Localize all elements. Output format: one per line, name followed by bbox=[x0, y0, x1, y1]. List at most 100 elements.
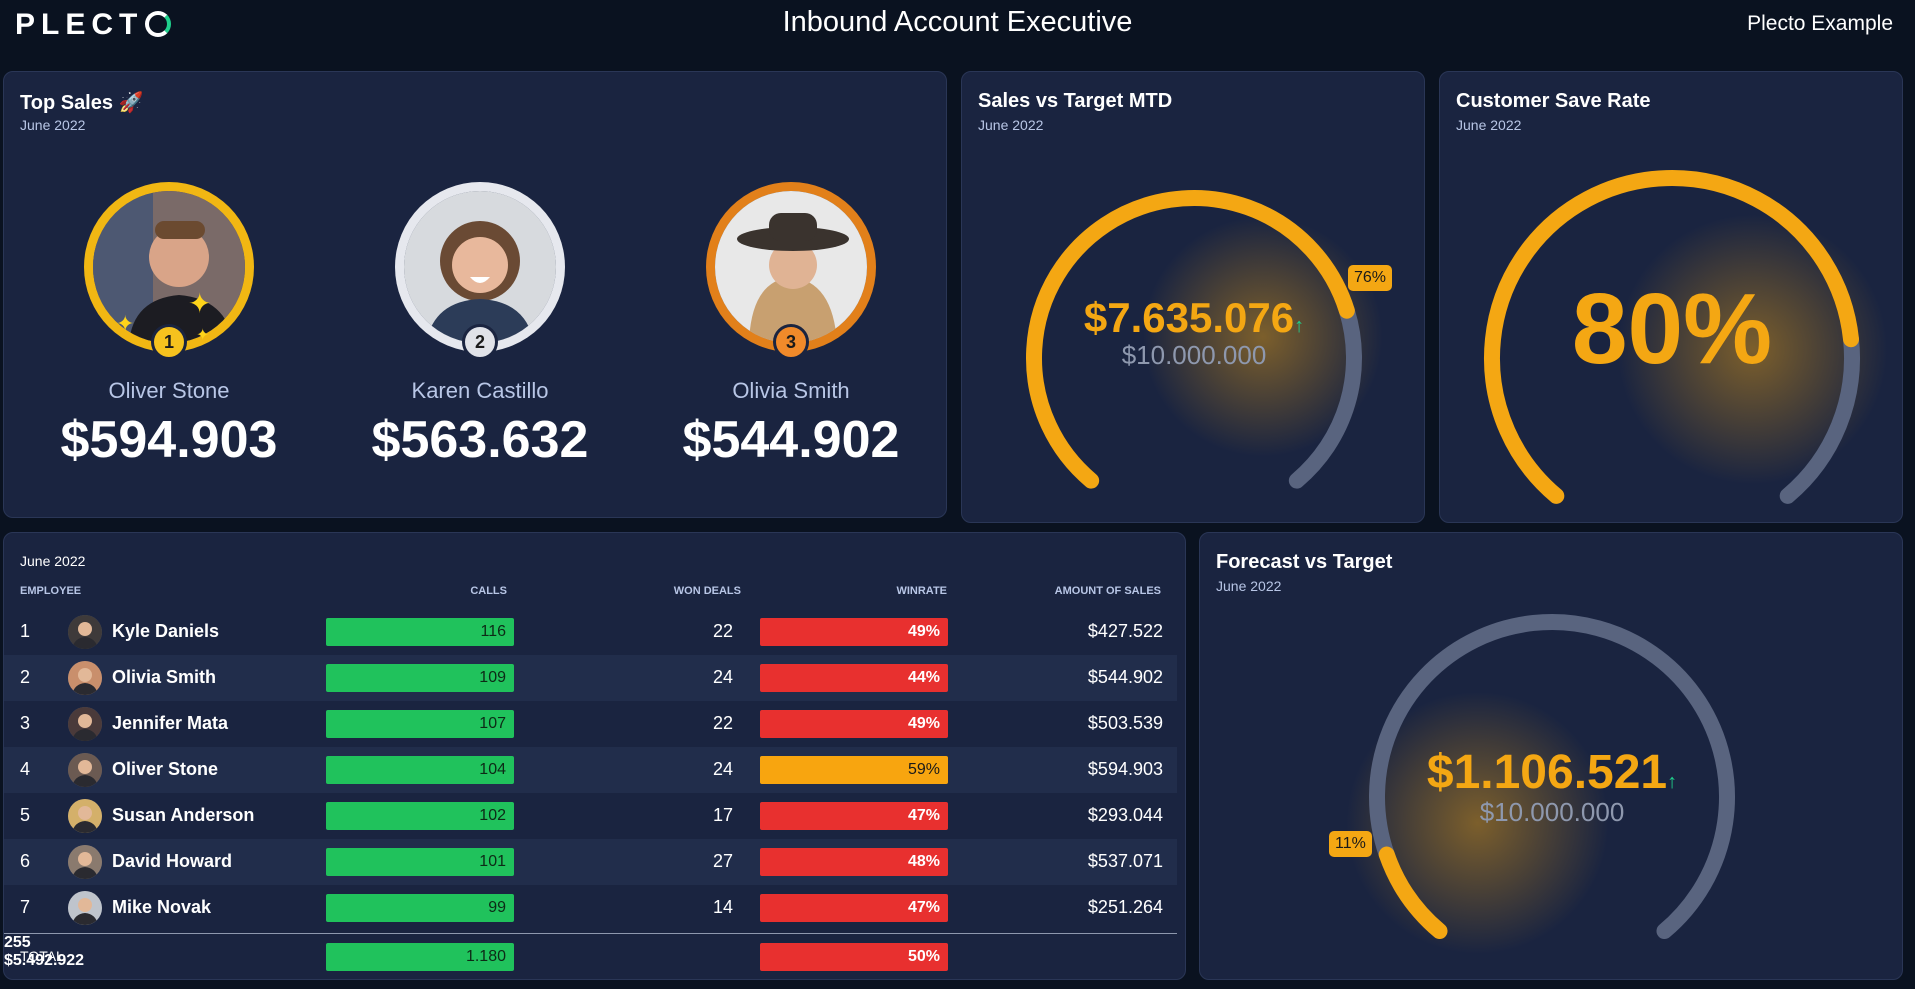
table-row[interactable]: 4 Oliver Stone 104 24 59% $594.903 bbox=[4, 747, 1177, 793]
card-period: June 2022 bbox=[20, 117, 86, 133]
row-rank: 4 bbox=[20, 759, 31, 779]
table-row[interactable]: 6 David Howard 101 27 48% $537.071 bbox=[4, 839, 1177, 885]
row-rank: 2 bbox=[20, 667, 31, 687]
winrate-bar: 48% bbox=[760, 848, 948, 876]
card-title: Forecast vs Target bbox=[1216, 551, 1393, 573]
won-deals-value: 22 bbox=[712, 713, 733, 733]
table-period: June 2022 bbox=[20, 553, 86, 569]
up-arrow-icon: ↑ bbox=[1294, 315, 1305, 337]
card-title: Top Sales 🚀 bbox=[20, 92, 144, 114]
podium-third[interactable]: 3 Olivia Smith $544.902 bbox=[641, 182, 941, 470]
amount-value: $503.539 bbox=[1087, 713, 1163, 733]
logo-o-mark bbox=[145, 11, 172, 37]
gauge-value: $7.635.076↑ bbox=[1083, 294, 1305, 341]
avatar-ring: 2 bbox=[395, 182, 565, 360]
row-rank: 1 bbox=[20, 621, 31, 641]
table-row[interactable]: 5 Susan Anderson 102 17 47% $293.044 bbox=[4, 793, 1177, 839]
podium-name: Olivia Smith bbox=[732, 378, 850, 403]
podium-second[interactable]: 2 Karen Castillo $563.632 bbox=[330, 182, 630, 470]
calls-bar: 109 bbox=[326, 664, 514, 692]
table-row[interactable]: 7 Mike Novak 99 14 47% $251.264 bbox=[4, 885, 1177, 931]
percent-tag: 76% bbox=[1348, 265, 1393, 291]
won-deals-value: 255 bbox=[4, 934, 31, 951]
gauge-progress-arc bbox=[1484, 170, 1860, 504]
calls-bar: 101 bbox=[326, 848, 514, 876]
row-rank: 6 bbox=[20, 851, 31, 871]
table-row[interactable]: 1 Kyle Daniels 116 22 49% $427.522 bbox=[4, 609, 1177, 655]
amount-value: $293.044 bbox=[1087, 805, 1163, 825]
table-total-row: TOTAL 1.180 255 50% $5.492.922 bbox=[4, 933, 1177, 979]
table-row[interactable]: 3 Jennifer Mata 107 22 49% $503.539 bbox=[4, 701, 1177, 747]
podium-amount: $563.632 bbox=[371, 411, 589, 469]
won-deals-value: 27 bbox=[712, 851, 733, 871]
row-rank: 5 bbox=[20, 805, 31, 825]
employee-name[interactable]: David Howard bbox=[112, 851, 233, 871]
employee-name[interactable]: Kyle Daniels bbox=[112, 621, 220, 641]
winrate-bar: 44% bbox=[760, 664, 948, 692]
calls-bar: 1.180 bbox=[326, 943, 514, 971]
won-deals-value: 24 bbox=[712, 667, 733, 687]
employee-name[interactable]: Mike Novak bbox=[112, 897, 212, 917]
podium-name: Oliver Stone bbox=[108, 378, 230, 403]
calls-bar: 102 bbox=[326, 802, 514, 830]
calls-bar: 107 bbox=[326, 710, 514, 738]
employee-name[interactable]: Jennifer Mata bbox=[112, 713, 229, 733]
sparkle-icon: ✦ bbox=[196, 327, 210, 344]
employee-name[interactable]: Olivia Smith bbox=[112, 667, 217, 687]
gauge-progress-arc bbox=[1378, 846, 1448, 940]
top-bar: PLECT Inbound Account Executive Plecto E… bbox=[0, 0, 1915, 60]
percent-tag: 11% bbox=[1329, 831, 1372, 857]
row-rank: 3 bbox=[20, 713, 31, 733]
employee-name[interactable]: Susan Anderson bbox=[112, 805, 255, 825]
column-header-calls[interactable]: CALLS bbox=[470, 585, 507, 597]
avatar-ring: 3 bbox=[706, 182, 876, 360]
forecast-gauge bbox=[1346, 614, 1735, 955]
gauge-track bbox=[1779, 331, 1860, 504]
forecast-vs-target-card: Forecast vs Target June 2022 $1.106.521↑… bbox=[1199, 532, 1903, 980]
gauge-track bbox=[1369, 614, 1735, 940]
customer-save-rate-card: Customer Save Rate June 2022 80% bbox=[1439, 71, 1903, 523]
employee-name[interactable]: Oliver Stone bbox=[112, 759, 219, 779]
won-deals-value: 14 bbox=[712, 897, 733, 917]
plecto-logo[interactable]: PLECT bbox=[15, 8, 172, 42]
table-row[interactable]: 2 Olivia Smith 109 24 44% $544.902 bbox=[4, 655, 1177, 701]
column-header-winrate[interactable]: WINRATE bbox=[896, 585, 947, 597]
sales-gauge bbox=[1026, 190, 1383, 489]
winrate-bar: 50% bbox=[760, 943, 948, 971]
winrate-bar: 49% bbox=[760, 618, 948, 646]
avatar bbox=[68, 753, 102, 787]
card-period: June 2022 bbox=[1456, 117, 1522, 133]
card-period: June 2022 bbox=[978, 117, 1044, 133]
sparkle-icon: ✦ bbox=[188, 288, 212, 319]
gauge-value: $1.106.521↑ bbox=[1426, 746, 1678, 799]
gauge-value: 80% bbox=[1571, 273, 1773, 385]
gauge-glow bbox=[1617, 214, 1888, 485]
won-deals-value: 17 bbox=[712, 805, 733, 825]
gauge-progress-arc bbox=[1026, 190, 1355, 489]
row-rank: 7 bbox=[20, 897, 31, 917]
avatar bbox=[68, 661, 102, 695]
account-name[interactable]: Plecto Example bbox=[1747, 12, 1893, 35]
gauge-target: $10.000.000 bbox=[1121, 340, 1267, 370]
card-title: Customer Save Rate bbox=[1456, 90, 1651, 112]
top-sales-card: Top Sales 🚀 June 2022 ✦ ✦ ✦ 1 Oliver Sto… bbox=[3, 71, 947, 518]
card-period: June 2022 bbox=[1216, 578, 1282, 594]
amount-value: $251.264 bbox=[1087, 897, 1163, 917]
sparkle-icon: ✦ bbox=[116, 311, 135, 336]
won-deals-value: 22 bbox=[712, 621, 733, 641]
won-deals-value: 24 bbox=[712, 759, 733, 779]
amount-value: $427.522 bbox=[1087, 621, 1163, 641]
calls-bar: 116 bbox=[326, 618, 514, 646]
amount-value: $537.071 bbox=[1087, 851, 1163, 871]
rank-badge: 1 bbox=[151, 324, 187, 360]
column-header-amount[interactable]: AMOUNT OF SALES bbox=[1054, 585, 1161, 597]
podium-first[interactable]: ✦ ✦ ✦ 1 Oliver Stone $594.903 bbox=[19, 182, 319, 470]
avatar bbox=[68, 845, 102, 879]
avatar bbox=[404, 191, 556, 343]
column-header-won-deals[interactable]: WON DEALS bbox=[673, 585, 741, 597]
column-header-employee[interactable]: EMPLOYEE bbox=[20, 585, 82, 597]
winrate-bar: 47% bbox=[760, 802, 948, 830]
winrate-bar: 49% bbox=[760, 710, 948, 738]
employee-table-card: June 2022 EMPLOYEE CALLS WON DEALS WINRA… bbox=[3, 532, 1186, 980]
podium-amount: $544.902 bbox=[682, 411, 900, 469]
